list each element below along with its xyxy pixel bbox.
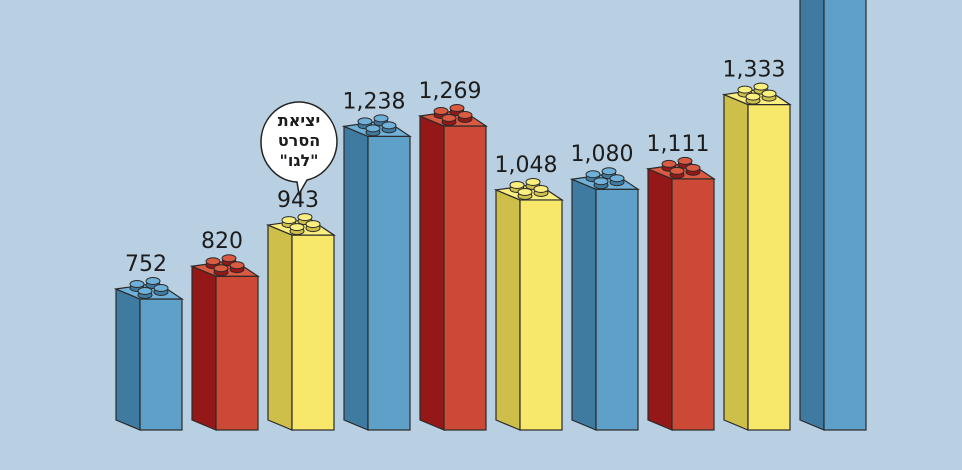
brick-stud [381, 121, 397, 134]
brick-stud [533, 184, 549, 197]
bar-10 [799, 0, 867, 431]
bar-side-face [343, 125, 369, 431]
bar-front-face [747, 103, 791, 431]
brick-stud [229, 261, 245, 274]
value-label-2: 820 [201, 229, 243, 254]
brick-stud [457, 111, 473, 123]
brick-stud [745, 92, 761, 105]
bar-3 [265, 213, 336, 431]
brick-stud [685, 163, 701, 176]
speech-bubble [260, 101, 338, 197]
bar-side-face [495, 189, 521, 431]
bar-side-face [647, 167, 673, 431]
brick-stud [289, 223, 305, 236]
value-labels-group: 7528209431,2381,2691,0481,0801,1111,3331… [125, 58, 786, 277]
bar-2 [189, 254, 260, 431]
bar-side-face [571, 178, 597, 431]
value-label-7: 1,080 [571, 142, 634, 167]
brick-stud [737, 85, 753, 98]
brick-stud [365, 124, 381, 137]
bar-front-face [215, 275, 259, 431]
brick-stud [593, 177, 609, 190]
brick-stud [305, 220, 321, 233]
annotation-line-3: "לגו" [279, 151, 318, 170]
bar-7 [569, 167, 640, 431]
bar-1 [113, 277, 184, 431]
bar-side-face [191, 265, 217, 431]
bar-front-face [291, 234, 335, 431]
bar-front-face [367, 135, 411, 431]
brick-stud [609, 174, 625, 187]
brick-stud [153, 284, 169, 296]
bar-front-face [595, 188, 639, 431]
bar-side-face [799, 0, 825, 431]
bar-side-face [267, 224, 293, 431]
bars-group [113, 0, 867, 431]
bar-front-face [443, 125, 487, 431]
bar-front-face [139, 298, 183, 431]
bar-front-face [519, 199, 563, 431]
brick-stud [281, 216, 297, 229]
annotation-line-2: הסרט [278, 131, 320, 150]
bar-side-face [723, 93, 749, 431]
bar-side-face [419, 115, 445, 431]
bar-4 [341, 114, 412, 431]
bar-8 [645, 156, 716, 431]
brick-stud [761, 89, 777, 102]
release-annotation: יציאת הסרט "לגו" [260, 101, 338, 197]
brick-stud [213, 264, 229, 277]
value-label-5: 1,269 [419, 79, 482, 104]
brick-stud [669, 166, 685, 179]
bar-9 [721, 82, 792, 431]
brick-stud [601, 167, 617, 180]
value-label-8: 1,111 [647, 132, 710, 157]
bar-5 [417, 104, 488, 431]
value-label-4: 1,238 [343, 89, 406, 114]
bar-side-face [115, 288, 141, 431]
brick-stud [441, 114, 457, 126]
brick-stud [517, 187, 533, 200]
value-label-1: 752 [125, 252, 167, 277]
bar-6 [493, 177, 564, 431]
value-label-6: 1,048 [495, 153, 558, 178]
bar-front-face [671, 178, 715, 431]
brick-stud [137, 287, 153, 299]
value-label-9: 1,333 [723, 58, 786, 83]
annotation-line-1: יציאת [278, 111, 320, 130]
brick-stud [433, 107, 449, 119]
bar-front-face [823, 0, 867, 431]
